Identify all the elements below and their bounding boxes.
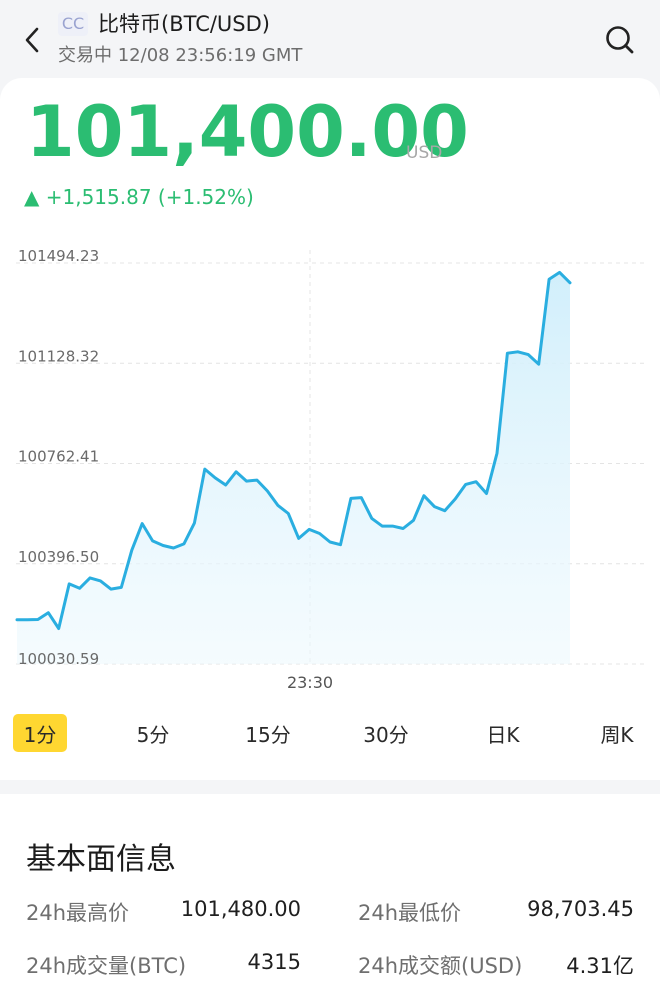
volume-24h-label: 24h成交量(BTC)	[26, 954, 187, 978]
x-tick-label: 23:30	[287, 673, 333, 692]
asset-badge: CC	[58, 12, 88, 36]
y-tick-label: 101128.32	[18, 347, 99, 365]
tab-weekly-k[interactable]: 周K	[600, 722, 634, 747]
price-currency: USD	[406, 143, 443, 163]
tab-15min[interactable]: 15分	[245, 722, 291, 747]
tab-5min[interactable]: 5分	[136, 722, 170, 747]
y-tick-label: 100396.50	[18, 548, 99, 566]
fundamentals-title: 基本面信息	[26, 842, 176, 877]
low-24h-value: 98,703.45	[527, 897, 634, 921]
trading-status: 交易中 12/08 23:56:19 GMT	[58, 45, 303, 66]
tab-1min[interactable]: 1分	[13, 714, 67, 752]
price-area-fill	[17, 272, 570, 664]
y-tick-label: 100030.59	[18, 650, 99, 668]
fundamentals-card	[0, 794, 660, 997]
section-divider	[0, 780, 660, 794]
interval-tabs: 1分 5分 15分 30分 日K 周K	[0, 714, 660, 758]
high-24h-value: 101,480.00	[180, 897, 301, 921]
chevron-left-icon	[25, 27, 39, 53]
turnover-24h-label: 24h成交额(USD)	[358, 954, 523, 978]
back-button[interactable]	[14, 22, 50, 58]
y-tick-label: 100762.41	[18, 448, 99, 466]
search-button[interactable]	[600, 20, 640, 60]
price-chart[interactable]: 101494.23 101128.32 100762.41 100396.50 1000…	[0, 240, 660, 700]
page-title: 比特币(BTC/USD)	[98, 12, 270, 36]
low-24h-label: 24h最低价	[358, 901, 462, 925]
top-bar: CC 比特币(BTC/USD) 交易中 12/08 23:56:19 GMT	[0, 0, 660, 78]
current-price: 101,400.00	[26, 91, 469, 173]
y-tick-label: 101494.23	[18, 247, 99, 265]
volume-24h-value: 4315	[247, 950, 301, 974]
search-icon	[606, 26, 634, 54]
high-24h-label: 24h最高价	[26, 901, 130, 925]
tab-30min[interactable]: 30分	[363, 722, 409, 747]
turnover-24h-value: 4.31亿	[566, 954, 634, 978]
tab-daily-k[interactable]: 日K	[486, 722, 520, 747]
price-line	[15, 270, 572, 630]
price-chart-svg: 101494.23 101128.32 100762.41 100396.50 1000…	[15, 247, 644, 692]
price-change: ▲ +1,515.87 (+1.52%)	[24, 185, 254, 209]
